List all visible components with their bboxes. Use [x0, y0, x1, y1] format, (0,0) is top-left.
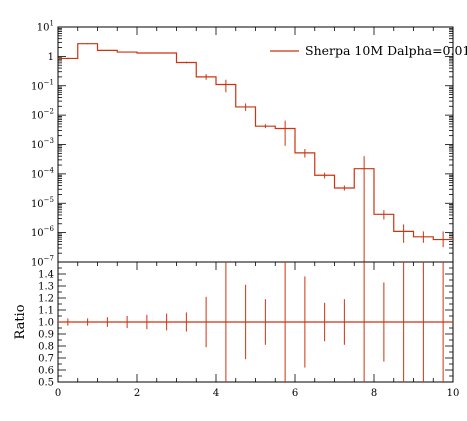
main-y-tick-label: 10−4	[31, 166, 55, 180]
main-series	[58, 43, 453, 262]
legend: Sherpa 10M Dalpha=0.01	[270, 43, 467, 58]
ratio-y-tick-label: 1.1	[38, 306, 54, 317]
ratio-y-ticks: 0.50.60.70.80.91.01.11.21.31.4	[38, 261, 453, 389]
ratio-y-axis-label: Ratio	[13, 304, 28, 339]
ratio-y-tick-label: 0.5	[38, 378, 54, 389]
ratio-x-tick-label: 6	[292, 388, 298, 399]
ratio-y-tick-label: 1.4	[38, 270, 54, 281]
ratio-y-tick-label: 0.9	[38, 330, 54, 341]
ratio-x-tick-label: 10	[447, 388, 460, 399]
main-y-tick-label: 10−5	[31, 196, 54, 210]
ratio-x-ticks: 0 2 4 6 8 10	[55, 262, 460, 399]
main-y-tick-label: 10−6	[31, 225, 55, 239]
ratio-panel: 0.50.60.70.80.91.01.11.21.31.4 0 2 4 6 8 10 R…	[13, 261, 460, 399]
main-y-tick-label: 1	[48, 52, 54, 63]
main-x-ticks	[57, 27, 454, 35]
main-y-tick-label: 10−7	[31, 255, 54, 269]
main-y-tick-label: 10−2	[31, 108, 54, 122]
main-y-tick-label: 10−1	[31, 78, 54, 92]
main-step-line	[58, 43, 453, 241]
ratio-y-tick-label: 0.6	[38, 366, 54, 377]
ratio-x-tick-label: 8	[371, 388, 377, 399]
ratio-x-tick-label: 2	[134, 388, 140, 399]
ratio-y-tick-label: 1.0	[38, 318, 54, 329]
main-y-tick-label: 101	[37, 20, 54, 34]
main-y-tick-label: 10−3	[31, 137, 54, 151]
main-panel: 101 1 10−1 10−2 10−3 10−4 10−5 10−6 10−7 Sherpa …	[31, 20, 467, 269]
ratio-y-tick-label: 0.8	[38, 342, 54, 353]
ratio-y-tick-label: 1.3	[38, 282, 54, 293]
legend-entry-label: Sherpa 10M Dalpha=0.01	[305, 43, 467, 58]
ratio-series	[58, 262, 453, 382]
ratio-x-tick-label: 0	[55, 388, 61, 399]
ratio-x-tick-label: 4	[213, 388, 219, 399]
ratio-y-tick-label: 1.2	[38, 294, 54, 305]
ratio-y-tick-label: 0.7	[38, 354, 54, 365]
main-y-tick-labels: 101 1 10−1 10−2 10−3 10−4 10−5 10−6 10−7	[31, 20, 55, 269]
